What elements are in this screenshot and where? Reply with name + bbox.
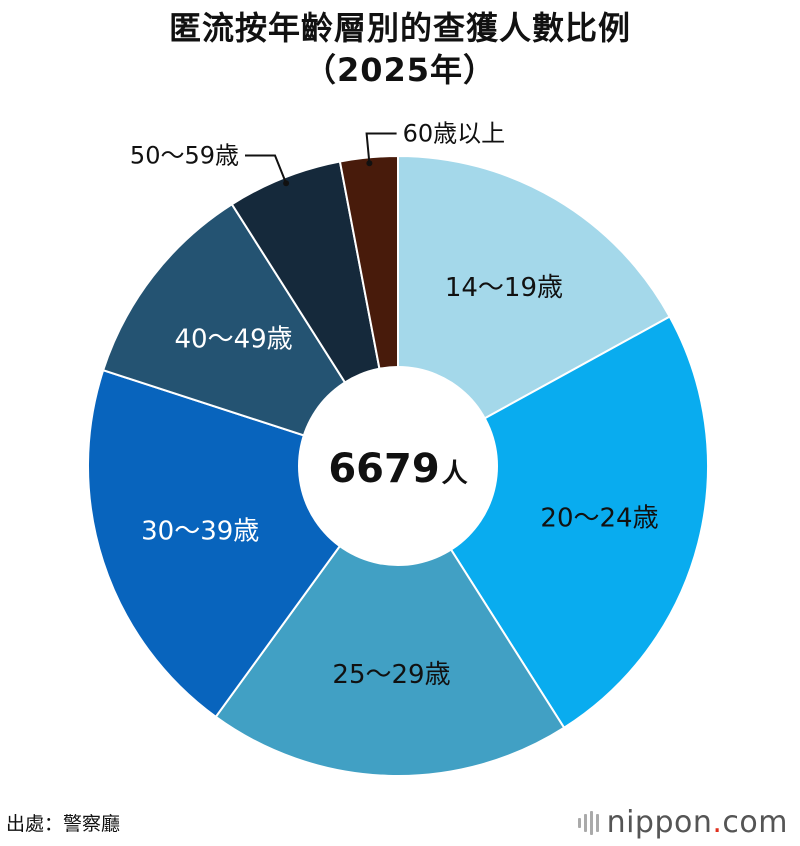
source-note: 出處：警察廳 <box>6 813 121 835</box>
logo-dot: . <box>712 805 723 840</box>
slice-label-1: 20〜24歳 <box>540 504 658 534</box>
slice-1 <box>396 315 709 730</box>
slice-labels: 14〜19歳 20〜24歳 25〜29歳 30〜39歳 40〜49歳 50〜59歳 60歳以… <box>130 120 659 690</box>
slice-label-5: 50〜59歳 <box>130 142 239 170</box>
center-total-unit: 人 <box>442 459 468 489</box>
logo-bars-icon <box>577 810 599 835</box>
donut-hole <box>298 366 498 566</box>
logo-main: nippon <box>606 805 713 840</box>
slice-label-3: 30〜39歳 <box>141 516 259 546</box>
slice-label-4: 40〜49歳 <box>175 325 293 355</box>
svg-text:6679人: 6679人 <box>328 446 467 492</box>
slice-2 <box>214 464 566 777</box>
nippon-logo: nippon. com <box>577 805 788 840</box>
leader-line-6 <box>365 132 397 164</box>
slice-0 <box>397 154 672 468</box>
chart-subtitle: （2025年） <box>303 51 497 89</box>
leader-line-5 <box>245 154 288 184</box>
logo-tld: com <box>722 805 788 840</box>
leader-lines <box>245 132 397 187</box>
slice-label-2: 25〜29歳 <box>332 660 450 690</box>
chart-title: 匿流按年齡層別的查獲人數比例 <box>168 9 631 47</box>
slice-label-6: 60歳以上 <box>403 120 506 148</box>
slice-label-0: 14〜19歳 <box>445 273 563 303</box>
center-total-group: 6679人 <box>328 446 467 492</box>
center-total-value: 6679 <box>328 446 439 492</box>
